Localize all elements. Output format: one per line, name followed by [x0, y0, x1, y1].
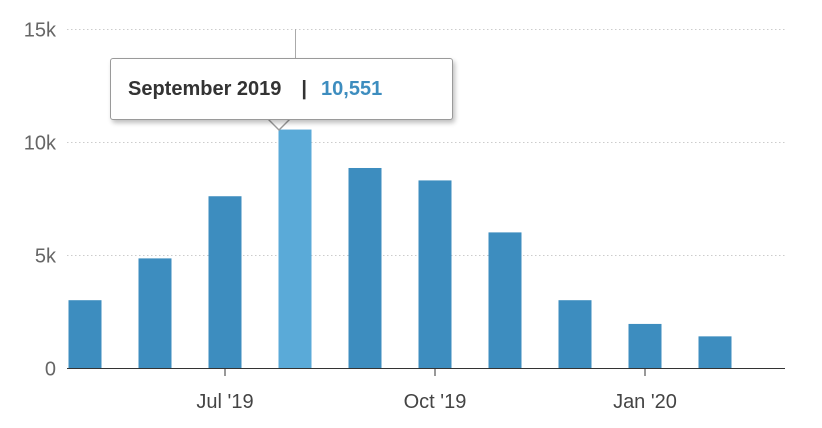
- bar: [418, 180, 452, 368]
- bars: [68, 129, 732, 368]
- bar: [488, 232, 522, 368]
- bar: [68, 300, 102, 368]
- bar: [278, 129, 312, 368]
- bar: [698, 336, 732, 368]
- bar: [208, 196, 242, 368]
- tooltip-value: 10,551: [321, 77, 383, 100]
- y-tick-label: 5k: [35, 246, 57, 268]
- bar: [348, 167, 382, 368]
- y-axis-ticks: 0 5k 10k 15k: [24, 20, 57, 381]
- bar: [558, 300, 592, 368]
- tooltip-arrow-fill: [268, 118, 290, 129]
- y-tick-label: 10k: [24, 133, 57, 155]
- tooltip-separator: |: [301, 77, 308, 100]
- y-tick-label: 0: [45, 359, 56, 381]
- y-tick-label: 15k: [24, 20, 57, 42]
- bar: [138, 258, 172, 368]
- x-tick-label: Jul '19: [196, 391, 253, 413]
- bar: [628, 323, 662, 368]
- x-tick-label: Oct '19: [404, 391, 467, 413]
- tooltip-label: September 2019: [128, 77, 282, 100]
- x-tick-label: Jan '20: [613, 391, 677, 413]
- tooltip: September 2019 | 10,551: [110, 58, 453, 120]
